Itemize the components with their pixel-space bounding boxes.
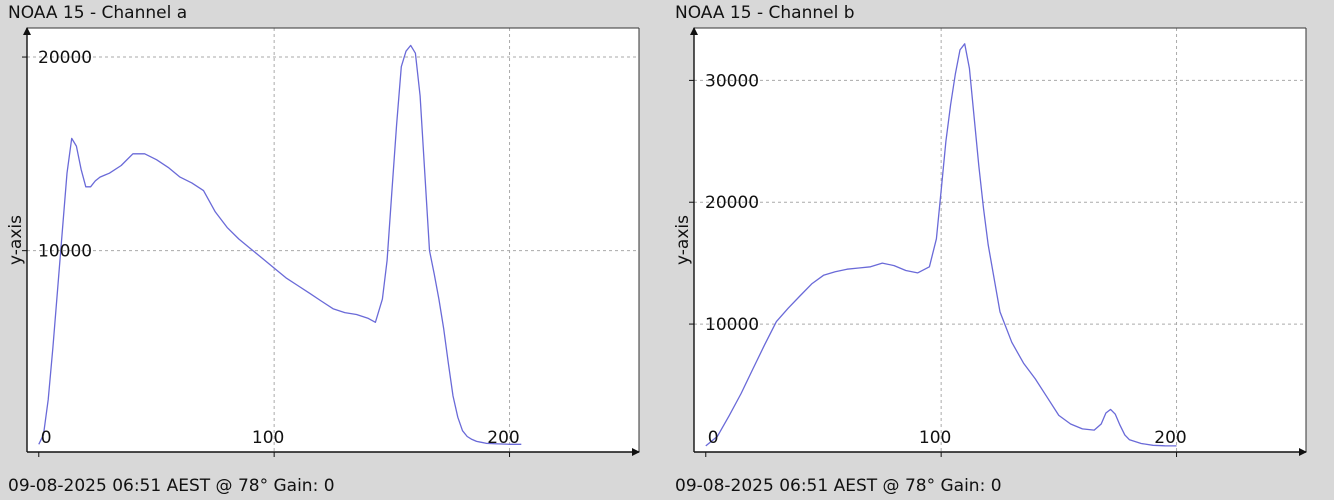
x-tick-label: 0 [708,428,719,448]
x-axis-arrow [632,448,640,456]
chart-title: NOAA 15 - Channel b [675,3,855,23]
y-tick-label: 10000 [38,242,92,262]
x-tick-label: 100 [919,428,951,448]
y-tick-label: 20000 [38,48,92,68]
series-line-0 [705,43,1177,447]
x-tick-label: 0 [41,428,52,448]
chart-footer: 09-08-2025 06:51 AEST @ 78° Gain: 0 [8,476,335,496]
y-axis-label: y-axis [6,215,26,265]
y-tick-label: 30000 [705,71,759,91]
x-tick-label: 200 [487,428,519,448]
y-axis-label: y-axis [673,215,693,265]
chart-panel-channel-a: NOAA 15 - Channel a 0 100 200 10000 20000 y-a… [6,3,640,496]
chart-title: NOAA 15 - Channel a [8,3,188,23]
plot-background [27,28,639,452]
chart-footer: 09-08-2025 06:51 AEST @ 78° Gain: 0 [675,476,1002,496]
chart-channel-b: 0 100 200 10000 20000 30000 y-axis [673,27,1307,457]
chart-panel-channel-b: NOAA 15 - Channel b 0 100 200 10000 20000 300… [667,0,1334,500]
y-tick-label: 20000 [705,193,759,213]
y-tick-label: 10000 [705,315,759,335]
x-tick-label: 100 [252,428,284,448]
x-tick-label: 200 [1154,428,1186,448]
y-axis-arrow [23,27,31,35]
x-axis-arrow [1299,448,1307,456]
series-line-0 [38,44,522,445]
chart-channel-a: 0 100 200 10000 20000 y-axis [6,27,640,457]
y-axis-arrow [690,27,698,35]
plot-background [694,28,1306,452]
